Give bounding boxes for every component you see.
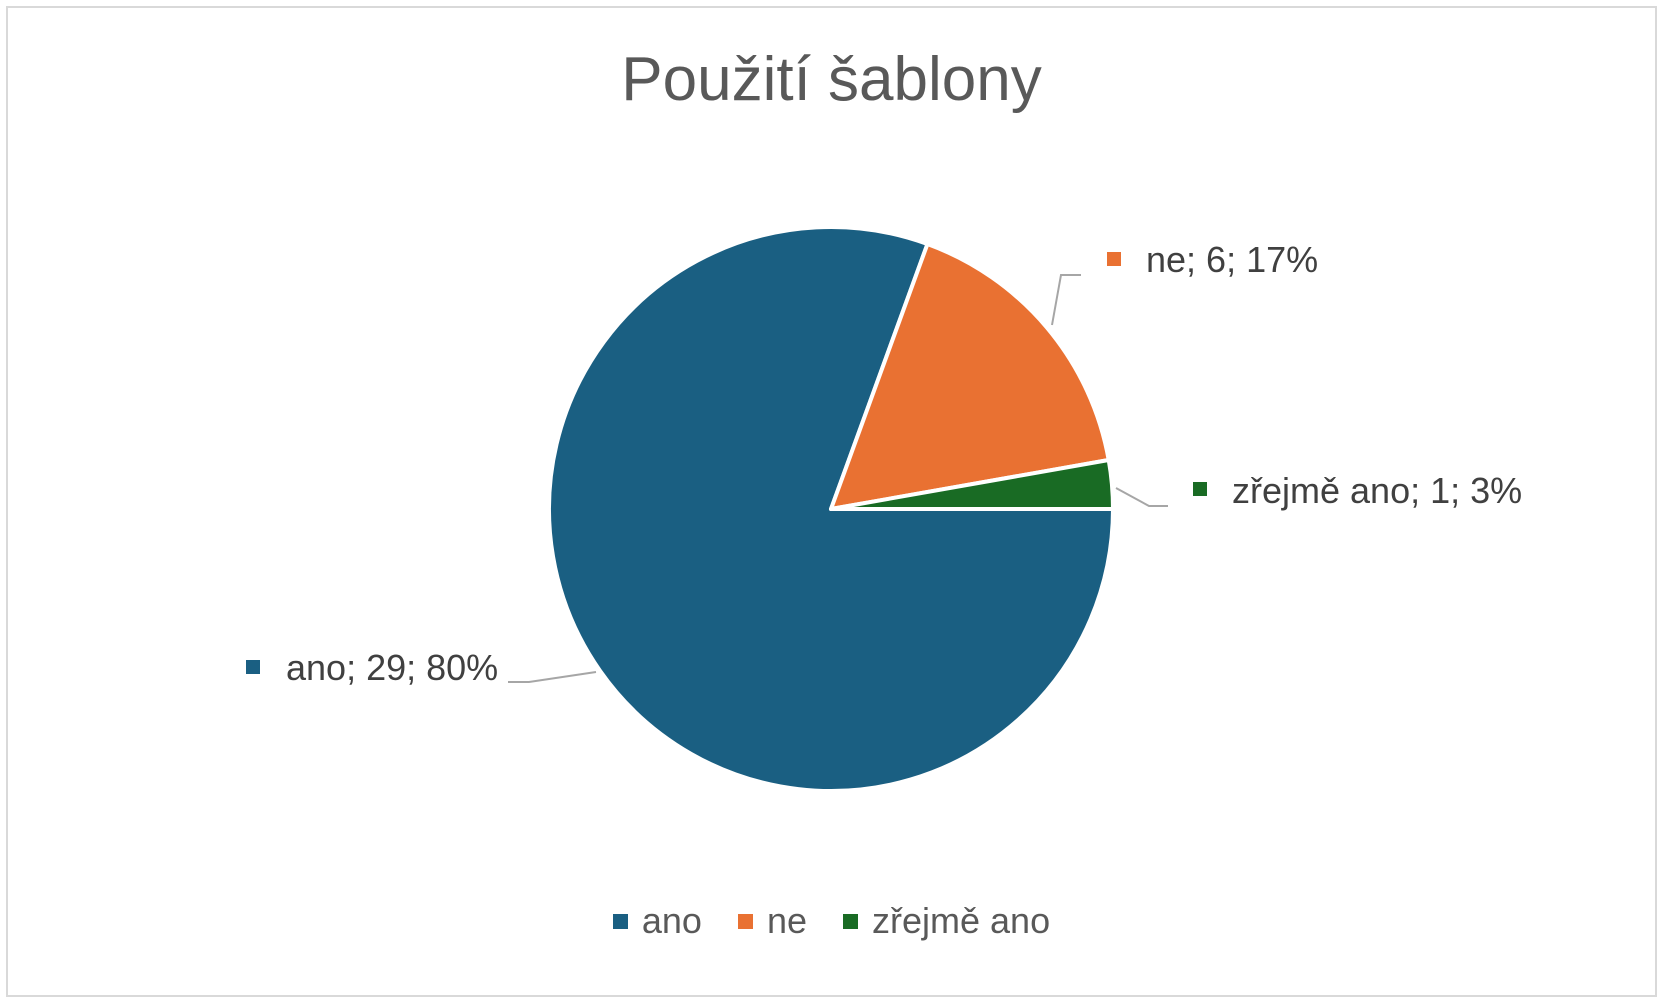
data-label-ano: ano; 29; 80% <box>286 647 498 688</box>
legend-swatch-ano <box>612 913 628 929</box>
legend-label-ne: ne <box>766 900 808 941</box>
data-label-zrejme-ano: zřejmě ano; 1; 3% <box>1232 470 1522 511</box>
leader-line-ano <box>508 671 597 683</box>
data-label-marker-zrejme-ano <box>1193 482 1207 496</box>
data-label-ne: ne; 6; 17% <box>1146 239 1318 280</box>
legend: ano ne zřejmě ano <box>0 900 1663 942</box>
data-label-marker-ne <box>1107 252 1121 266</box>
legend-item-zrejme-ano: zřejmě ano <box>843 900 1050 942</box>
legend-swatch-ne <box>737 913 753 929</box>
pie-slices <box>547 225 1115 793</box>
legend-label-zrejme-ano: zřejmě ano <box>872 900 1051 941</box>
pie-slice-ano <box>547 225 1115 793</box>
leader-line-ne <box>1051 274 1081 326</box>
data-label-marker-ano <box>246 660 260 674</box>
legend-label-ano: ano <box>641 900 702 941</box>
legend-item-ano: ano <box>612 900 702 942</box>
chart-title: Použití šablony <box>621 45 1042 114</box>
pie-slice-zřejmě-ano <box>829 458 1115 511</box>
leader-line-zrejme-ano <box>1115 487 1168 507</box>
legend-item-ne: ne <box>737 900 808 942</box>
legend-swatch-zrejme-ano <box>843 913 859 929</box>
pie-slice-ne <box>829 242 1111 511</box>
